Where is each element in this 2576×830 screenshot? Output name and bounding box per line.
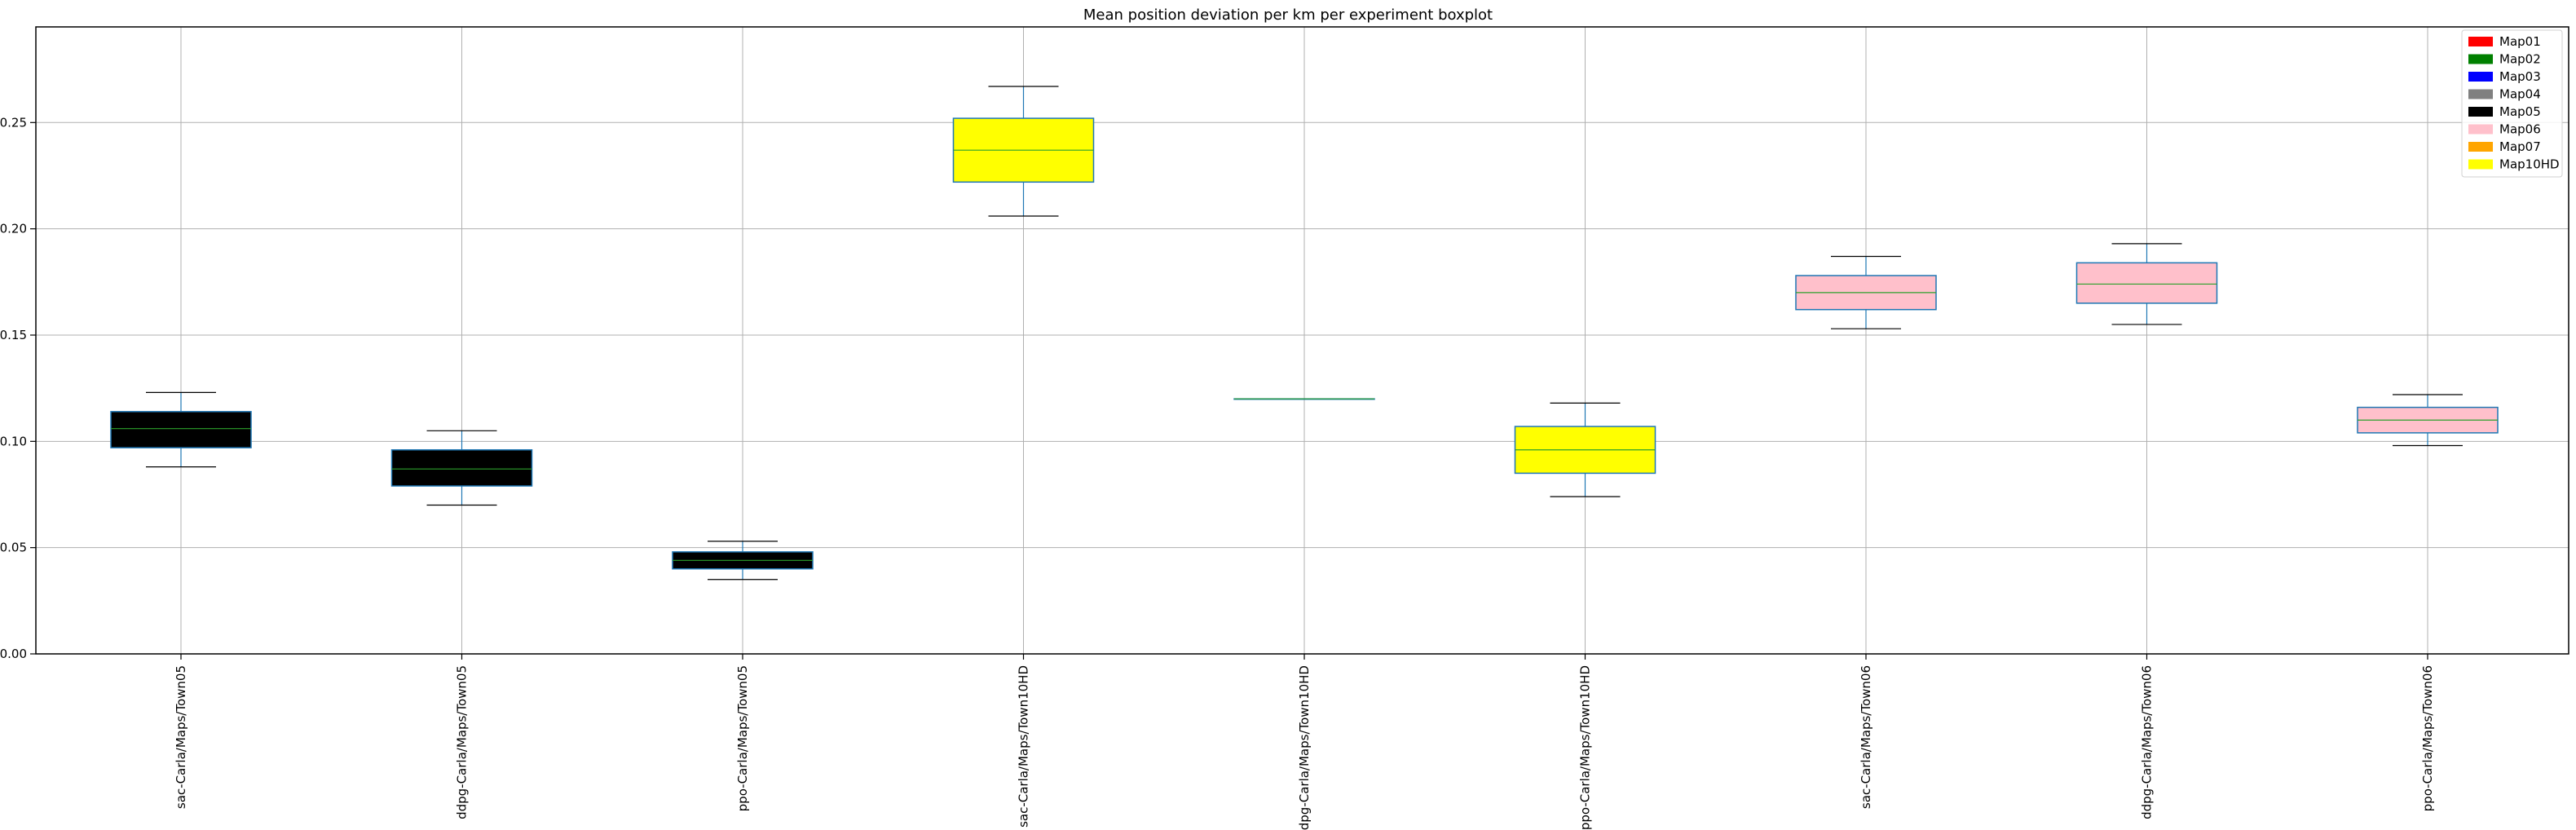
legend-swatch [2468,159,2493,170]
box [110,411,252,448]
legend-swatch [2468,124,2493,135]
y-tick-label: 0.00 [0,647,27,661]
x-tick-label: ppo-Carla/Maps/Town06 [2420,665,2435,811]
x-tick-label: sac-Carla/Maps/Town05 [174,665,188,809]
y-axis-ticks: 0.00 0.05 0.10 0.15 0.20 0.25 [0,115,36,661]
legend-label: Map03 [2499,69,2541,84]
box [2075,262,2218,304]
x-axis-ticks: sac-Carla/Maps/Town05 ddpg-Carla/Maps/Tow… [174,654,2435,830]
x-tick-label: ppo-Carla/Maps/Town10HD [1578,665,1593,830]
legend-label: Map05 [2499,104,2541,119]
legend-frame [2461,29,2563,178]
x-tick-label: sac-Carla/Maps/Town06 [1859,665,1873,809]
y-tick-label: 0.10 [0,434,27,448]
legend-label: Map01 [2499,34,2541,49]
legend-swatch [2468,54,2493,64]
y-tick-label: 0.05 [0,541,27,555]
x-tick-label: ddpg-Carla/Maps/Town10HD [1297,665,1312,830]
legend-swatch [2468,37,2493,46]
legend-swatch [2468,107,2493,117]
x-tick-label: ppo-Carla/Maps/Town05 [735,665,750,811]
legend-label: Map10HD [2499,157,2560,172]
legend-swatch [2468,72,2493,82]
legend-label: Map06 [2499,122,2541,137]
plot-frame [35,26,2569,655]
legend-swatch [2468,89,2493,99]
x-tick-label: ddpg-Carla/Maps/Town06 [2140,665,2155,819]
x-tick-label: sac-Carla/Maps/Town10HD [1017,665,1031,828]
grid-lines [36,27,2569,655]
boxes [110,86,2499,581]
y-tick-label: 0.15 [0,328,27,342]
y-tick-label: 0.20 [0,222,27,236]
x-tick-label: ddpg-Carla/Maps/Town05 [455,665,470,819]
box [390,448,533,487]
legend-label: Map02 [2499,52,2541,67]
legend: Map01 Map02 Map03 Map04 Map05 Map06 Map07 Map10… [2461,29,2563,178]
legend-swatch [2468,142,2493,152]
chart-title: Mean position deviation per km per exper… [1083,7,1493,24]
legend-label: Map04 [2499,87,2541,102]
y-tick-label: 0.25 [0,115,27,130]
legend-label: Map07 [2499,139,2541,154]
